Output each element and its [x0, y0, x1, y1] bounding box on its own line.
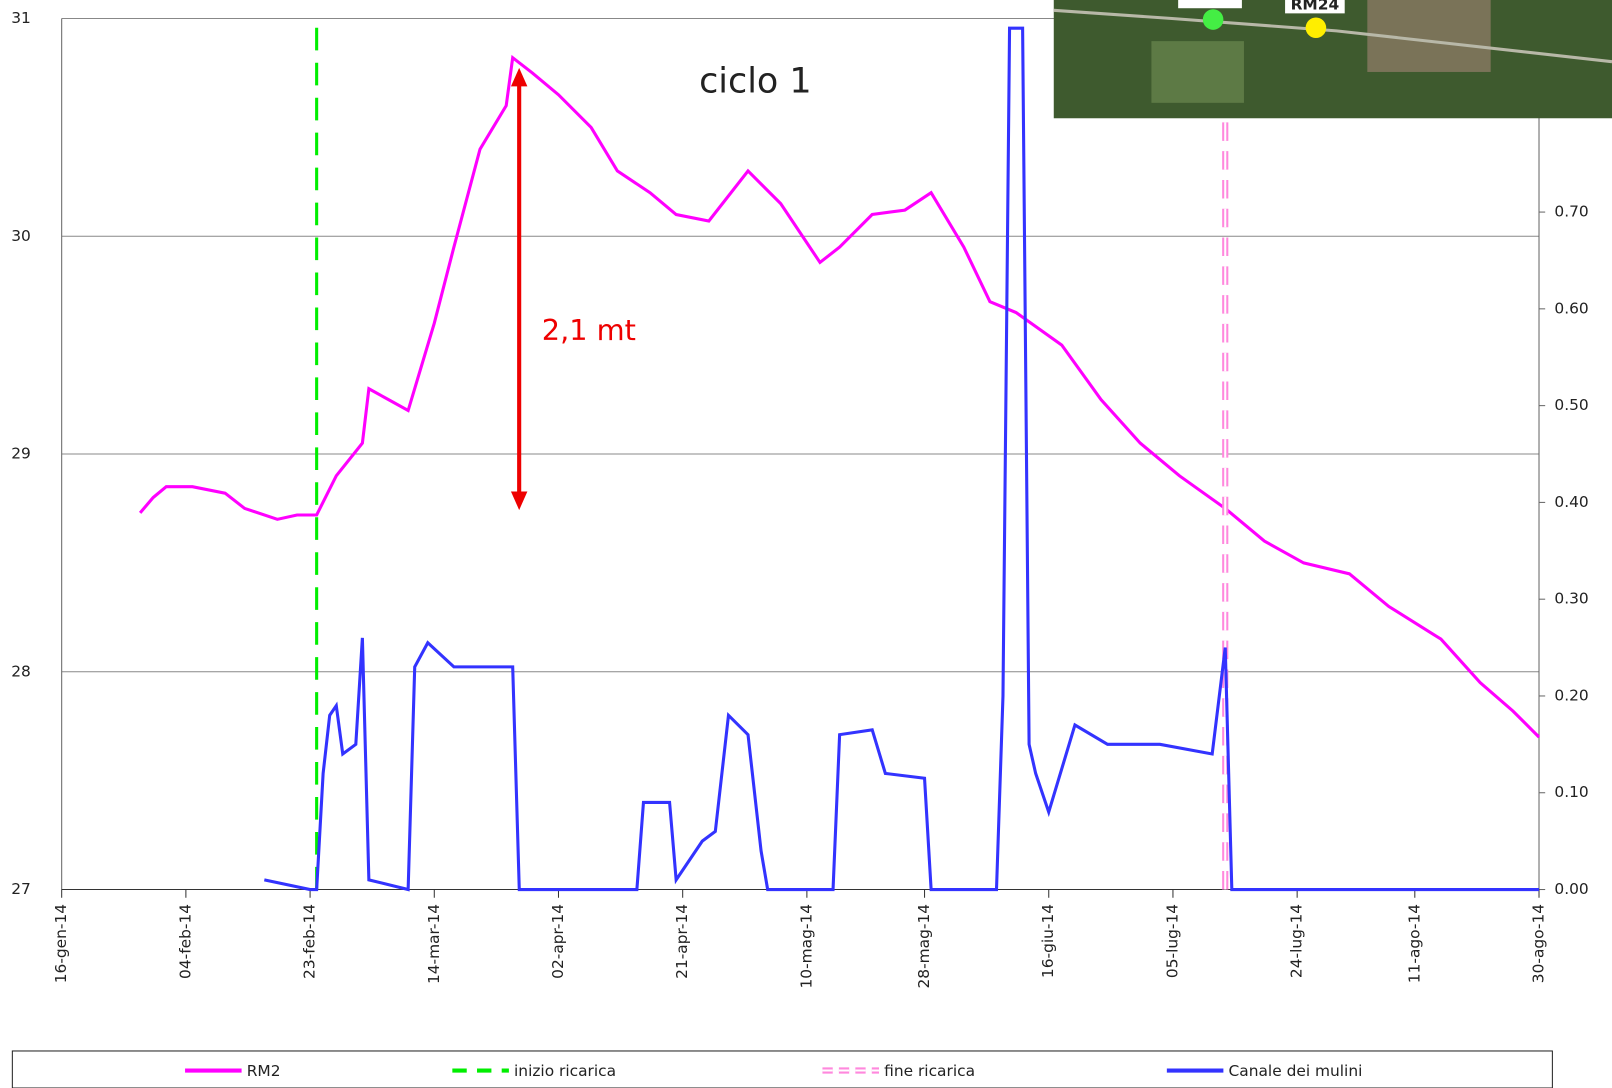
x-tick-label: 10-mag-14 — [797, 904, 815, 989]
y2-tick-label: 0.10 — [1554, 783, 1588, 801]
x-tick-label: 16-giu-14 — [1039, 904, 1057, 978]
arrow-head — [510, 67, 528, 87]
x-tick-label: 23-feb-14 — [301, 904, 319, 979]
y-tick-label: 29 — [11, 445, 31, 463]
legend-label: fine ricarica — [884, 1062, 975, 1080]
y2-tick-label: 0.70 — [1554, 203, 1588, 221]
map-label: RM24 — [1291, 0, 1340, 14]
x-tick-label: 14-mar-14 — [425, 904, 443, 984]
arrow-head — [510, 491, 528, 511]
map-image — [1053, 0, 1612, 119]
y2-tick-label: 0.20 — [1554, 686, 1588, 704]
map-label-box — [1285, 0, 1345, 14]
x-tick-label: 30-ago-14 — [1530, 904, 1548, 983]
legend-box — [11, 1050, 1553, 1088]
y2-tick-label: 0.30 — [1554, 590, 1588, 608]
range-arrow — [510, 67, 528, 511]
y2-tick-label: 0.40 — [1554, 493, 1588, 511]
x-tick-label: 11-ago-14 — [1405, 904, 1423, 983]
legend-label: RM2 — [247, 1062, 281, 1080]
x-tick-label: 05-lug-14 — [1163, 904, 1181, 978]
x-tick-label: 21-apr-14 — [673, 904, 691, 979]
annotation: ciclo 1 — [699, 61, 812, 101]
series-line — [138, 54, 1541, 739]
legend-label: Canale dei mulini — [1229, 1062, 1363, 1080]
map-point — [1202, 9, 1224, 30]
y2-tick-label: 0.60 — [1554, 299, 1588, 317]
y-tick-label: 31 — [11, 9, 31, 27]
series-line — [263, 26, 1540, 892]
x-tick-label: 24-lug-14 — [1288, 904, 1306, 978]
map-field — [1151, 41, 1244, 103]
x-tick-label: 28-mag-14 — [915, 904, 933, 989]
x-tick-label: 02-apr-14 — [549, 904, 567, 979]
y2-tick-label: 0.00 — [1554, 880, 1588, 898]
map-point — [1305, 17, 1327, 39]
annotation: 2,1 mt — [542, 313, 636, 347]
map-inset: RM24 — [1053, 0, 1612, 119]
plot — [61, 17, 1546, 898]
y-tick-label: 30 — [11, 227, 31, 245]
y-tick-label: 27 — [11, 880, 31, 898]
y-tick-label: 28 — [11, 662, 31, 680]
x-tick-label: 04-feb-14 — [176, 904, 194, 979]
map-label-box — [1178, 0, 1242, 9]
legend-label: inizio ricarica — [514, 1062, 616, 1080]
map-road — [1053, 8, 1612, 64]
x-tick-label: 16-gen-14 — [52, 904, 70, 983]
y2-tick-label: 0.50 — [1554, 396, 1588, 414]
